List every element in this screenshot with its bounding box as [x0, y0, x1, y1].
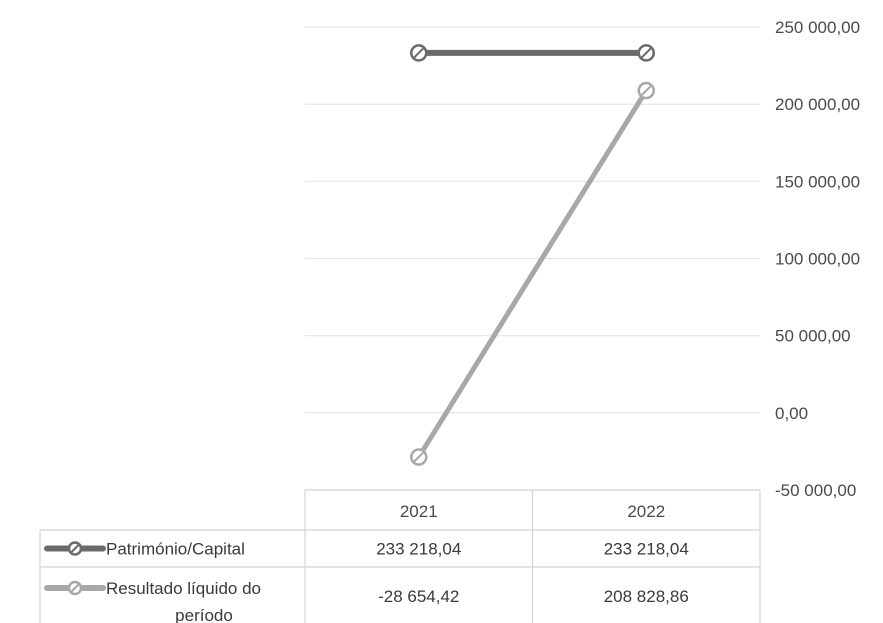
- legend-entry: Património/Capital: [106, 540, 245, 559]
- legend-entry: Resultado líquido do: [106, 579, 261, 598]
- data-point: [637, 81, 655, 100]
- data-table-value: 233 218,04: [376, 540, 461, 559]
- data-table-value: -28 654,42: [378, 587, 459, 606]
- y-tick-label: 200 000,00: [775, 95, 860, 114]
- y-tick-label: 50 000,00: [775, 327, 851, 346]
- data-table-value: 208 828,86: [604, 587, 689, 606]
- data-point: [410, 44, 428, 62]
- series-lines: [410, 44, 655, 466]
- data-point: [410, 448, 428, 466]
- x-category-label: 2022: [627, 502, 665, 521]
- y-tick-label: 0,00: [775, 404, 808, 423]
- legend-key-icon: [44, 541, 106, 556]
- legend-entry: período: [175, 606, 233, 623]
- y-tick-label: 150 000,00: [775, 172, 860, 191]
- y-tick-label: -50 000,00: [775, 481, 856, 500]
- legend-key-icon: [44, 580, 106, 596]
- series-line: [416, 88, 649, 460]
- data-table-value: 233 218,04: [604, 540, 689, 559]
- gridlines: [305, 26, 760, 414]
- data-point: [637, 44, 655, 62]
- data-table: 2021 2022 Património/Capital 233 218,04 233 …: [39, 489, 761, 623]
- y-axis-tick-labels: 250 000,00 200 000,00 150 000,00 100 000,00…: [775, 18, 860, 500]
- y-tick-label: 250 000,00: [775, 18, 860, 37]
- x-category-label: 2021: [400, 502, 438, 521]
- y-tick-label: 100 000,00: [775, 250, 860, 269]
